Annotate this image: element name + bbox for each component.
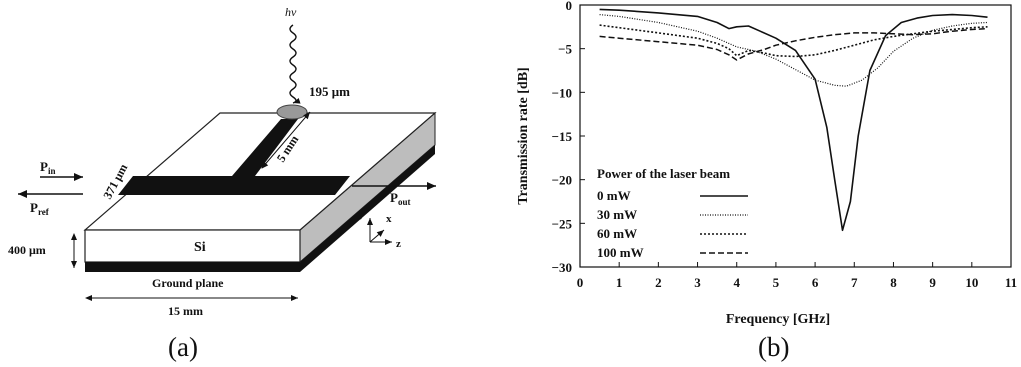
p-in-label: Pin <box>40 159 55 176</box>
ground-plane-label: Ground plane <box>152 276 224 290</box>
ground-plane-side <box>300 145 435 272</box>
axis-z-label: z <box>396 238 401 250</box>
caption-a: (a) <box>168 332 198 362</box>
y-tick-label: −10 <box>552 85 572 100</box>
axis-y-label: y <box>359 208 365 220</box>
length-label: 15 mm <box>168 304 203 318</box>
chart-ylabel: Transmission rate [dB] <box>516 67 531 204</box>
x-tick-label: 3 <box>694 275 701 290</box>
x-tick-label: 11 <box>1005 275 1017 290</box>
p-ref-label: Pref <box>30 200 50 217</box>
legend-entry-label: 0 mW <box>597 188 631 203</box>
series-line-1 <box>599 14 988 87</box>
chart-ticks: 0 1 2 3 4 5 6 7 8 9 10 11 0 −5 −10 −15 −20 −25 −30 <box>552 0 1018 290</box>
y-tick-label: −5 <box>558 42 572 57</box>
x-tick-label: 10 <box>965 275 978 290</box>
x-tick-label: 4 <box>733 275 740 290</box>
legend-entry-label: 30 mW <box>597 207 637 222</box>
thickness-label: 400 μm <box>8 243 46 257</box>
x-tick-label: 7 <box>851 275 858 290</box>
plot-frame <box>579 4 1012 268</box>
ground-plane-front <box>85 262 300 272</box>
x-tick-label: 6 <box>812 275 819 290</box>
y-tick-label: −25 <box>552 216 573 231</box>
chart-legend: Power of the laser beam 0 mW 30 mW 60 mW 10… <box>597 166 748 260</box>
spot-width-label: 195 μm <box>309 84 350 99</box>
caption-b: (b) <box>758 332 789 362</box>
stub-length-arrow <box>261 111 311 169</box>
device-diagram: hν 195 μm 5 mm 371 μm Pin Pref Pout y x <box>8 5 437 362</box>
x-tick-label: 1 <box>616 275 623 290</box>
y-tick-label: −20 <box>552 173 572 188</box>
series-line-2 <box>599 24 988 58</box>
p-out-label: Pout <box>390 190 410 207</box>
axis-x-label: x <box>386 213 392 225</box>
legend-title: Power of the laser beam <box>597 166 730 181</box>
si-label: Si <box>194 240 206 255</box>
chart-lines <box>599 8 988 232</box>
y-tick-label: −15 <box>552 129 573 144</box>
legend-entry-label: 100 mW <box>597 245 644 260</box>
x-tick-label: 2 <box>655 275 662 290</box>
photon-wave <box>289 24 301 104</box>
chart-xlabel: Frequency [GHz] <box>726 312 830 327</box>
series-line-0 <box>599 8 988 232</box>
x-tick-label: 0 <box>577 275 584 290</box>
x-tick-label: 9 <box>929 275 936 290</box>
y-tick-label: −30 <box>552 260 572 275</box>
transmission-chart: 0 1 2 3 4 5 6 7 8 9 10 11 0 −5 −10 −15 −20 −25 −30 Transmi… <box>516 0 1017 362</box>
hv-label: hν <box>285 5 297 19</box>
x-tick-label: 5 <box>773 275 780 290</box>
series-line-3 <box>599 27 988 61</box>
y-tick-label: 0 <box>566 0 573 13</box>
microstrip-line <box>118 176 350 195</box>
laser-spot <box>276 104 308 120</box>
x-tick-label: 8 <box>890 275 897 290</box>
legend-entry-label: 60 mW <box>597 226 637 241</box>
coordinate-axes: y x z <box>359 208 401 250</box>
si-front-face <box>84 229 301 263</box>
